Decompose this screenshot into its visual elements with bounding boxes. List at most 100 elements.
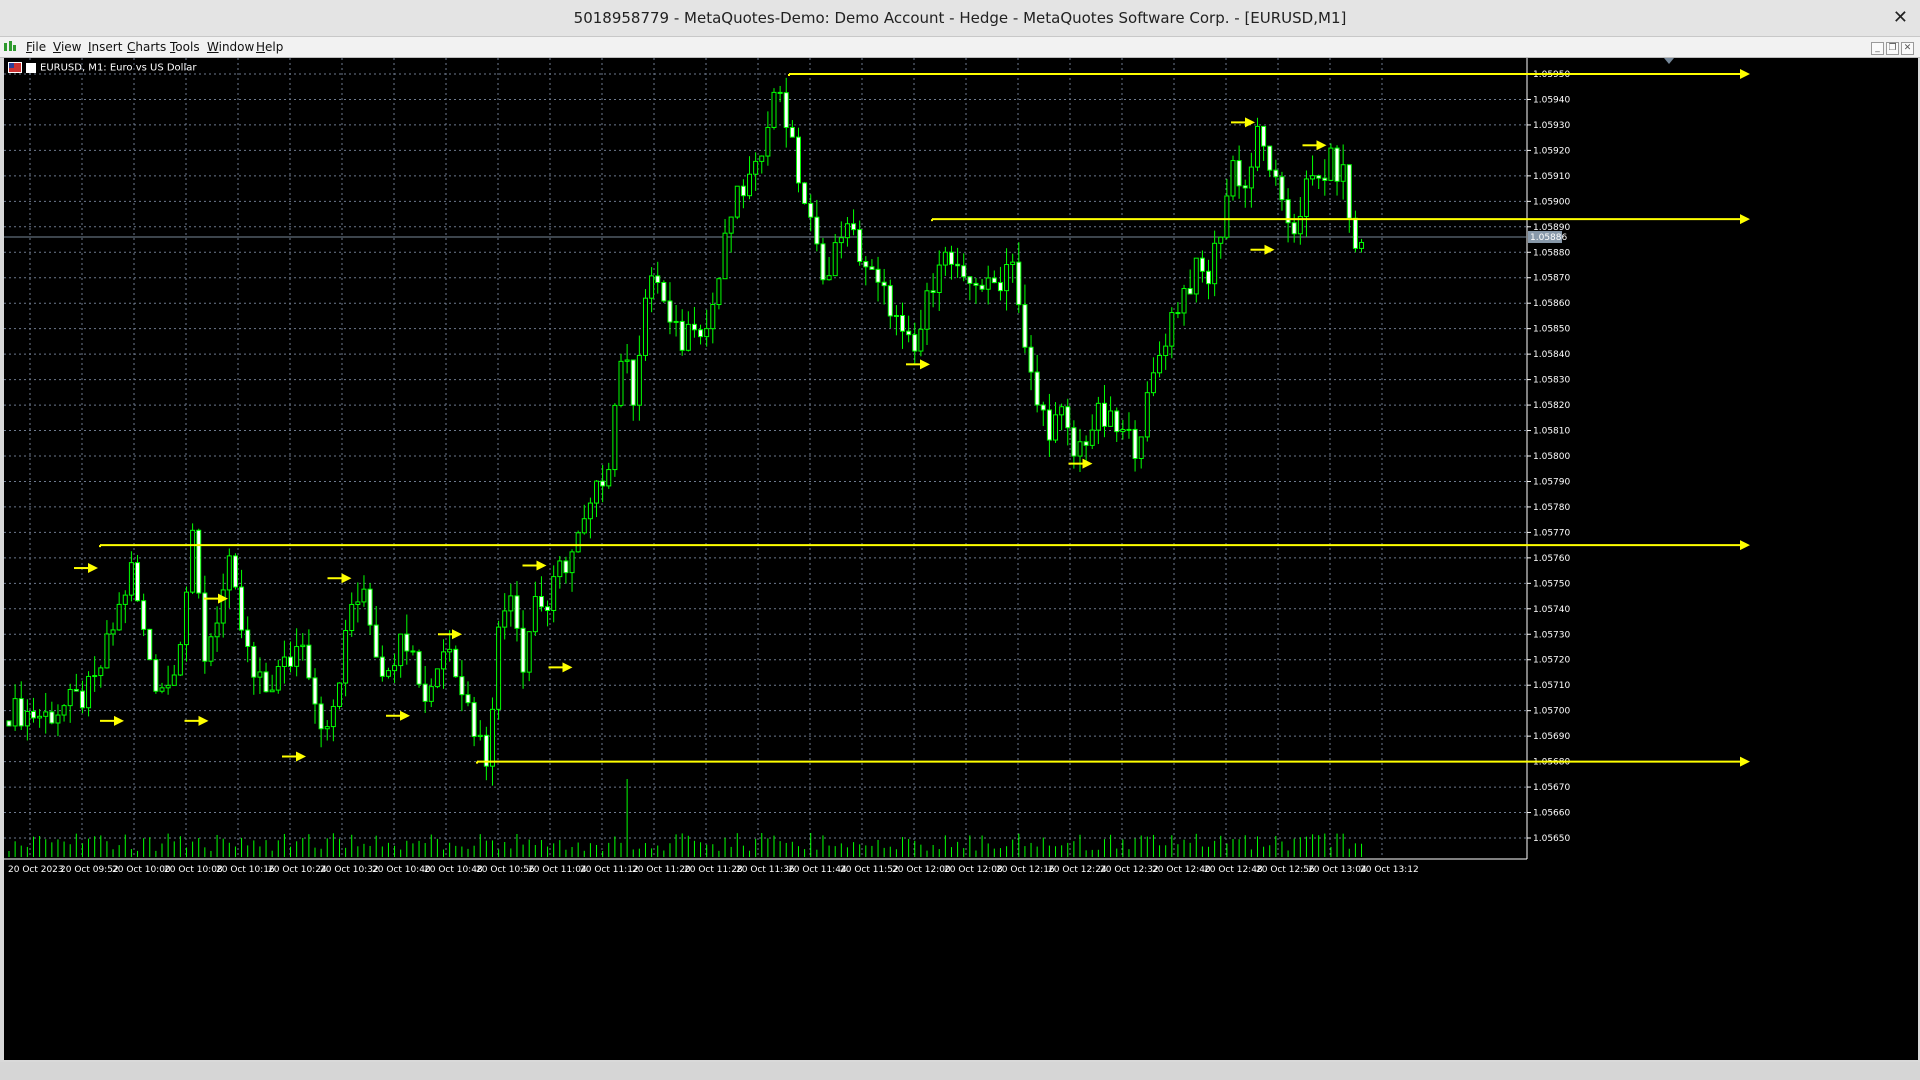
menu-charts[interactable]: Charts [127,40,167,54]
chart-area[interactable]: 1.059501.059401.059301.059201.059101.059… [4,58,1918,1060]
arrow-marker-icon[interactable] [218,593,228,604]
arrow-markers [74,117,1327,762]
candle-body [1340,164,1346,182]
price-tick-label: 1.05880 [1533,248,1570,258]
candle-body [379,656,385,677]
candle-body [428,686,434,702]
candle-body [1132,428,1138,460]
candle-body [447,648,453,653]
time-tick-label: 20 Oct 2023 [8,865,64,875]
candle-body [294,646,300,667]
arrow-marker-icon[interactable] [920,359,930,370]
candle-body [1273,169,1279,178]
time-tick-label: 20 Oct 11:36 [736,865,795,875]
price-tick-label: 1.05740 [1533,605,1570,615]
arrow-marker-icon[interactable] [562,662,573,673]
candle-body [110,629,116,635]
menu-bar: File View Insert Charts Tools Window Hel… [0,37,1920,58]
candle-body [226,555,232,591]
price-tick-label: 1.05890 [1533,223,1570,233]
candle-body [551,576,557,612]
menu-window[interactable]: Window [207,40,255,54]
arrow-marker-icon[interactable] [536,560,547,571]
price-tick-label: 1.05660 [1533,809,1570,819]
menu-tools[interactable]: Tools [170,40,200,54]
candle-body [1083,441,1089,446]
candle-body [967,276,973,284]
arrow-marker-icon[interactable] [1245,117,1255,128]
candle-body [349,603,355,632]
arrow-marker-icon[interactable] [400,710,410,721]
candle-body [900,314,906,332]
arrow-marker-icon[interactable] [114,715,124,726]
arrow-marker-icon[interactable] [341,573,352,584]
candle-body [710,304,716,330]
candle-body [1101,402,1107,427]
time-tick-label: 20 Oct 12:56 [1256,865,1315,875]
candle-body [55,714,61,724]
candle-body [863,261,869,268]
candle-body [122,594,128,605]
price-chart[interactable]: 1.059501.059401.059301.059201.059101.059… [4,58,1918,1060]
window-title: 5018958779 - MetaQuotes-Demo: Demo Accou… [573,9,1347,27]
candle-body [1040,404,1046,411]
arrow-marker-icon[interactable] [296,751,306,762]
candle-body [318,703,324,730]
minimize-icon[interactable]: _ [1871,42,1884,55]
price-tick-label: 1.05840 [1533,350,1570,360]
close-child-icon[interactable]: ✕ [1901,42,1914,55]
candle-body [1016,261,1022,306]
candle-body [1310,175,1316,180]
price-tick-label: 1.05920 [1533,146,1570,156]
menu-insert[interactable]: Insert [88,40,123,54]
candle-body [1193,257,1199,295]
menu-file[interactable]: File [26,40,47,54]
candle-body [979,284,985,290]
title-bar: 5018958779 - MetaQuotes-Demo: Demo Accou… [0,0,1920,37]
arrow-marker-icon[interactable] [1082,458,1093,469]
candle-body [12,698,18,727]
candle-body [691,323,697,331]
arrow-marker-icon[interactable] [88,563,98,574]
time-tick-label: 20 Oct 12:16 [996,865,1055,875]
candle-body [514,595,520,629]
candle-body [991,277,997,284]
candle-body [1157,354,1163,374]
candle-body [147,628,153,661]
arrow-marker-icon[interactable] [452,629,462,640]
candle-body [1114,410,1120,433]
candle-body [1285,199,1291,224]
candle-body [1187,288,1193,295]
candle-body [936,264,942,294]
menu-help[interactable]: Help [256,40,284,54]
candle-body [985,277,991,290]
price-tick-label: 1.05930 [1533,121,1570,131]
candle-body [826,275,832,281]
status-bar [0,1062,1920,1080]
candle-body [398,633,404,667]
candle-body [1316,175,1322,179]
menu-view[interactable]: View [53,40,82,54]
restore-icon[interactable]: ❐ [1886,42,1899,55]
candle-body [1077,441,1083,457]
time-tick-label: 20 Oct 10:08 [164,865,223,875]
price-tick-label: 1.05710 [1533,681,1570,691]
arrow-marker-icon[interactable] [1264,244,1275,255]
close-icon[interactable]: ✕ [1892,7,1908,28]
candle-body [765,126,771,157]
candle-body [410,650,416,653]
arrow-marker-icon[interactable] [198,715,209,726]
price-tick-label: 1.05700 [1533,707,1570,717]
candle-body [459,676,465,696]
candle-body [747,173,753,197]
candle-body [1297,215,1303,235]
chart-shift-marker[interactable] [1664,58,1674,64]
candle-body [502,610,508,628]
time-tick-label: 20 Oct 12:48 [1204,865,1263,875]
time-tick-label: 20 Oct 10:00 [112,865,171,875]
price-tick-label: 1.05770 [1533,528,1570,538]
candle-body [177,644,183,676]
time-tick-label: 20 Oct 13:12 [1360,865,1419,875]
candle-body [98,667,104,677]
arrow-marker-icon[interactable] [1316,140,1327,151]
